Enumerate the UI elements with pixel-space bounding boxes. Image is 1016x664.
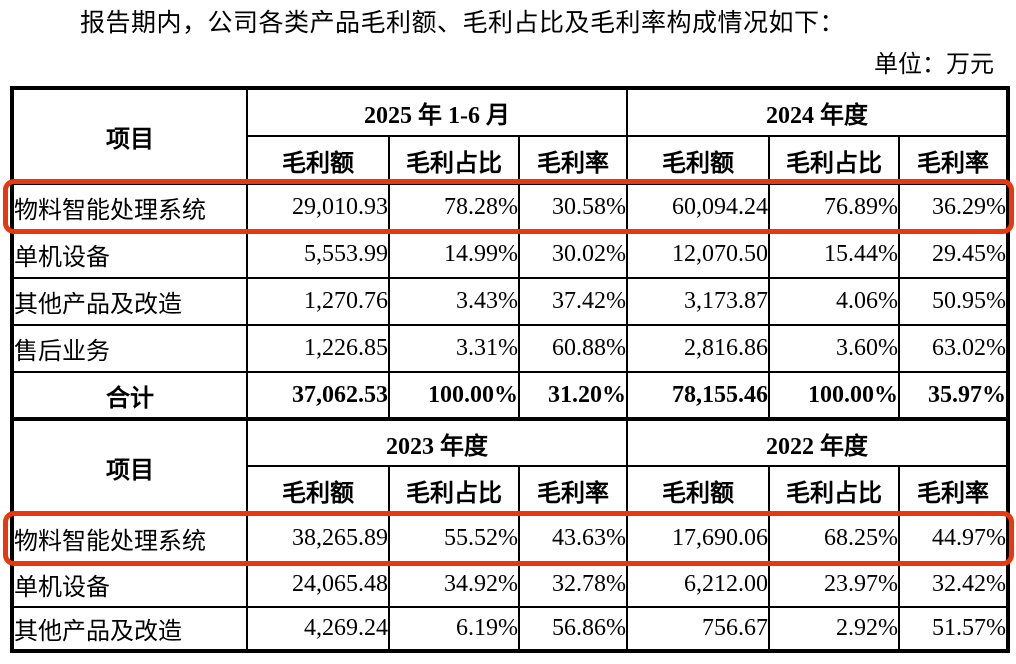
col-header: 毛利率 — [898, 465, 1010, 516]
col-header: 毛利占比 — [388, 135, 520, 185]
col-header: 毛利率 — [898, 135, 1010, 185]
cell: 32.42% — [898, 561, 1010, 608]
period-header-2023: 2023 年度 — [245, 417, 629, 467]
cell: 60,094.24 — [626, 183, 771, 232]
cell: 68.25% — [768, 514, 901, 563]
cell: 3.60% — [768, 324, 901, 373]
col-header: 毛利占比 — [388, 465, 520, 516]
cell: 29,010.93 — [246, 183, 390, 232]
table-row-standalone-equipment-1: 单机设备 5,553.99 14.99% 30.02% 12,070.50 15… — [11, 230, 1010, 279]
cell: 43.63% — [517, 514, 629, 563]
period-header-2024: 2024 年度 — [626, 87, 1010, 137]
table-row-aftersales-1: 售后业务 1,226.85 3.31% 60.88% 2,816.86 3.60… — [11, 324, 1010, 373]
cell: 100.00% — [768, 371, 901, 420]
cell: 32.78% — [517, 561, 629, 608]
cell: 24,065.48 — [246, 561, 390, 608]
table-row-material-system-1: 物料智能处理系统 29,010.93 78.28% 30.58% 60,094.… — [11, 183, 1010, 232]
cell: 31.20% — [517, 371, 629, 420]
period-header-2025: 2025 年 1-6 月 — [245, 87, 629, 137]
row-label: 单机设备 — [11, 230, 248, 279]
col-header: 毛利额 — [626, 135, 771, 185]
cell: 12,070.50 — [626, 230, 771, 279]
intro-text: 报告期内，公司各类产品毛利额、毛利占比及毛利率构成情况如下： — [80, 10, 846, 37]
cell: 23.97% — [768, 561, 901, 608]
col-header: 毛利额 — [626, 465, 771, 516]
cell: 756.67 — [626, 606, 771, 652]
item-header-2: 项目 — [11, 417, 248, 516]
gross-profit-table: 项目 2025 年 1-6 月 2024 年度 毛利额 毛利占比 毛利率 毛利额… — [10, 86, 1011, 653]
col-header: 毛利额 — [246, 135, 390, 185]
cell: 5,553.99 — [246, 230, 390, 279]
col-header: 毛利率 — [517, 135, 629, 185]
cell: 2,816.86 — [626, 324, 771, 373]
cell: 50.95% — [898, 277, 1010, 326]
row-label: 其他产品及改造 — [11, 277, 248, 326]
cell: 60.88% — [517, 324, 629, 373]
cell: 6,212.00 — [626, 561, 771, 608]
col-header: 毛利率 — [517, 465, 629, 516]
cell: 37.42% — [517, 277, 629, 326]
unit-label: 单位：万元 — [874, 52, 994, 78]
table-row-total-1: 合计 37,062.53 100.00% 31.20% 78,155.46 10… — [11, 371, 1010, 420]
cell: 37,062.53 — [246, 371, 390, 420]
cell: 36.29% — [898, 183, 1010, 232]
cell: 2.92% — [768, 606, 901, 652]
header-row-periods-1: 项目 2025 年 1-6 月 2024 年度 — [11, 87, 1010, 185]
item-header-1: 项目 — [11, 87, 248, 185]
row-label: 合计 — [11, 371, 248, 420]
table-row-standalone-equipment-2: 单机设备 24,065.48 34.92% 32.78% 6,212.00 23… — [11, 561, 1010, 608]
cell: 35.97% — [898, 371, 1010, 420]
cell: 100.00% — [388, 371, 520, 420]
col-header: 毛利额 — [246, 465, 390, 516]
cell: 1,226.85 — [246, 324, 390, 373]
cell: 76.89% — [768, 183, 901, 232]
table-row-material-system-2: 物料智能处理系统 38,265.89 55.52% 43.63% 17,690.… — [11, 514, 1010, 563]
col-header: 毛利占比 — [768, 465, 901, 516]
cell: 1,270.76 — [246, 277, 390, 326]
table-row-other-products-2: 其他产品及改造 4,269.24 6.19% 56.86% 756.67 2.9… — [11, 606, 1010, 652]
row-label: 物料智能处理系统 — [11, 183, 248, 232]
cell: 3.31% — [388, 324, 520, 373]
cell: 78.28% — [388, 183, 520, 232]
cell: 6.19% — [388, 606, 520, 652]
row-label: 其他产品及改造 — [11, 606, 248, 652]
period-header-2022: 2022 年度 — [626, 417, 1010, 467]
row-label: 单机设备 — [11, 561, 248, 608]
cell: 3,173.87 — [626, 277, 771, 326]
cell: 44.97% — [898, 514, 1010, 563]
cell: 51.57% — [898, 606, 1010, 652]
cell: 38,265.89 — [246, 514, 390, 563]
header-row-periods-2: 项目 2023 年度 2022 年度 — [11, 417, 1010, 516]
cell: 30.58% — [517, 183, 629, 232]
cell: 63.02% — [898, 324, 1010, 373]
cell: 15.44% — [768, 230, 901, 279]
cell: 4,269.24 — [246, 606, 390, 652]
cell: 3.43% — [388, 277, 520, 326]
table-row-other-products-1: 其他产品及改造 1,270.76 3.43% 37.42% 3,173.87 4… — [11, 277, 1010, 326]
cell: 55.52% — [388, 514, 520, 563]
cell: 78,155.46 — [626, 371, 771, 420]
cell: 34.92% — [388, 561, 520, 608]
cell: 56.86% — [517, 606, 629, 652]
col-header: 毛利占比 — [768, 135, 901, 185]
cell: 17,690.06 — [626, 514, 771, 563]
cell: 30.02% — [517, 230, 629, 279]
row-label: 售后业务 — [11, 324, 248, 373]
cell: 4.06% — [768, 277, 901, 326]
cell: 29.45% — [898, 230, 1010, 279]
cell: 14.99% — [388, 230, 520, 279]
row-label: 物料智能处理系统 — [11, 514, 248, 563]
